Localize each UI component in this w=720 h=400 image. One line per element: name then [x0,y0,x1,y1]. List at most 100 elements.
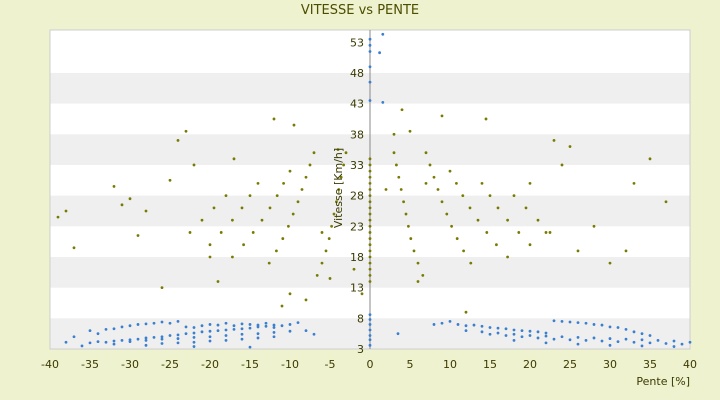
data-point [192,345,196,348]
data-point [152,321,156,325]
data-point [192,340,196,344]
x-tick-label: 15 [483,358,497,371]
x-axis-label: Pente [%] [636,375,690,388]
data-point [192,326,196,329]
data-point [216,280,220,283]
data-point [324,249,328,253]
x-tick-label: 0 [367,358,374,371]
x-tick-label: -25 [161,358,179,371]
data-point [336,148,340,152]
data-point [287,224,290,228]
data-point [632,340,636,344]
data-point [368,50,372,53]
data-point [268,206,272,210]
data-point [552,337,556,341]
data-point [272,323,276,327]
data-point [368,267,372,271]
x-tick-labels: -40 -35 -30 -25 -20 -15 -10 -5 0 5 10 15 20 25 30 35 40 [41,358,697,371]
x-tick-label: 10 [443,358,457,371]
data-point [216,323,220,327]
data-point [272,117,276,121]
data-point [404,212,408,216]
data-point [96,340,100,344]
y-axis-label: Vitesse [Km/h] [332,148,345,228]
data-point [640,338,644,342]
data-point [72,335,76,339]
data-point [368,163,372,167]
data-point [512,332,516,336]
data-point [524,206,528,210]
data-point [368,80,372,84]
data-point [144,343,148,347]
data-point [240,322,244,326]
data-point [120,203,124,207]
data-point [440,321,444,325]
data-point [528,181,532,185]
data-point [544,331,548,335]
data-point [480,324,484,328]
data-point [552,139,556,142]
data-point [88,329,92,332]
data-point [368,334,372,337]
data-point [188,231,192,234]
data-point [275,249,278,253]
data-point [267,261,271,265]
data-point [461,194,465,198]
data-point [192,335,196,339]
data-point [624,337,628,341]
x-tick-label: -30 [121,358,139,371]
data-point [168,178,172,182]
data-point [407,224,410,228]
data-point [416,280,420,283]
data-point [485,231,489,234]
data-point [240,327,244,331]
data-point [560,163,564,167]
data-point [368,343,372,347]
data-point [272,335,276,339]
data-point [496,206,500,210]
data-point [200,218,204,222]
data-point [368,237,372,240]
data-point [368,313,372,317]
data-point [544,231,548,234]
data-point [112,327,116,331]
data-point [368,273,372,277]
data-point [128,324,132,328]
y-tick-label: 43 [350,98,364,111]
data-point [176,139,180,142]
data-point [272,331,276,334]
data-point [176,341,180,345]
data-point [640,344,644,348]
y-tick-label: 53 [350,36,364,49]
data-point [512,339,516,342]
data-point [232,327,236,331]
x-tick-label: 25 [563,358,577,371]
data-point [208,243,212,247]
y-tick-label: 13 [350,282,364,295]
y-tick-label: 3 [357,343,364,356]
data-point [378,51,381,55]
x-tick-label: 5 [407,358,414,371]
data-point [396,332,400,336]
data-point [248,345,252,349]
data-point [368,169,372,173]
data-point [548,231,552,234]
data-point [291,212,295,216]
data-point [112,339,116,343]
data-point [160,320,164,324]
data-point [368,323,372,326]
data-point [248,326,252,330]
data-point [330,224,333,228]
data-point [488,332,492,336]
data-point [248,194,252,198]
data-point [152,335,156,339]
data-point [528,334,532,337]
data-point [64,340,68,344]
data-point [256,332,260,336]
data-point [576,249,580,253]
data-point [248,323,252,326]
data-point [192,163,196,167]
data-point [672,345,676,348]
data-point [568,320,572,324]
